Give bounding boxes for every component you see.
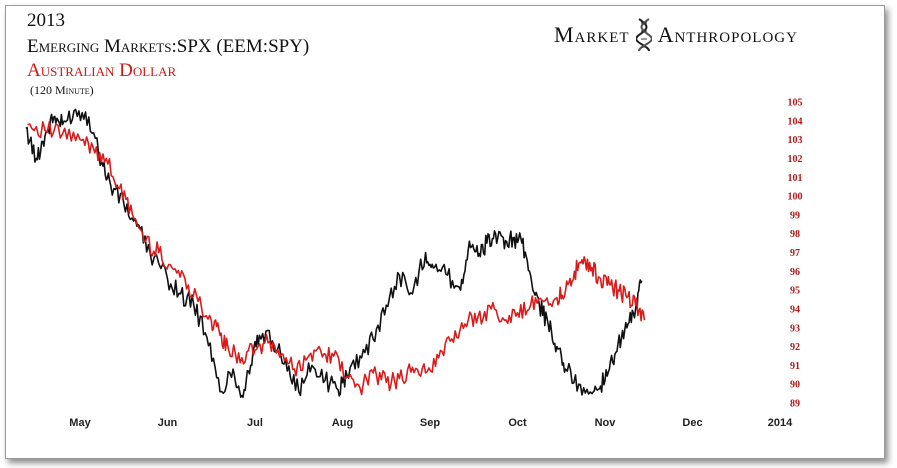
x-tick-label: Jun: [158, 417, 178, 429]
y-tick-label: 91: [790, 361, 800, 372]
y-tick-label: 102: [788, 154, 803, 165]
series-line-black: [25, 108, 643, 398]
y-tick-label: 97: [790, 248, 800, 259]
chart-timeframe-note: (120 Minute): [30, 83, 94, 97]
y-tick-label: 90: [790, 380, 800, 391]
y-tick-label: 105: [788, 98, 803, 109]
chart-title: Emerging Markets:SPX (EEM:SPY): [27, 36, 310, 57]
brand-right: Anthropology: [657, 22, 798, 47]
y-tick-label: 103: [788, 135, 803, 146]
y-tick-label: 96: [790, 267, 800, 278]
y-tick-label: 100: [788, 192, 803, 203]
x-tick-label: 2014: [768, 417, 793, 429]
y-tick-label: 104: [788, 116, 803, 127]
y-tick-label: 98: [790, 229, 800, 240]
brand-left: Market: [554, 22, 630, 47]
brand-logo: Market Anthropology: [554, 18, 798, 52]
x-tick-label: Jul: [247, 417, 263, 429]
x-tick-label: Nov: [595, 417, 617, 429]
x-tick-label: Oct: [508, 417, 527, 429]
y-tick-label: 94: [790, 304, 800, 315]
y-tick-label: 101: [788, 173, 803, 184]
x-tick-label: Dec: [682, 417, 702, 429]
x-tick-label: Sep: [420, 417, 440, 429]
chart-frame: [5, 5, 885, 459]
y-tick-label: 99: [790, 210, 800, 221]
y-tick-label: 95: [790, 286, 800, 297]
dna-helix-icon: [635, 18, 652, 52]
chart-year: 2013: [27, 10, 65, 31]
series-line-red: [27, 121, 646, 396]
chart-subtitle: Australian Dollar: [27, 60, 177, 81]
y-tick-label: 89: [790, 399, 800, 410]
x-tick-label: Aug: [332, 417, 353, 429]
y-tick-label: 92: [790, 342, 800, 353]
x-tick-label: May: [69, 417, 91, 429]
y-tick-label: 93: [790, 323, 800, 334]
